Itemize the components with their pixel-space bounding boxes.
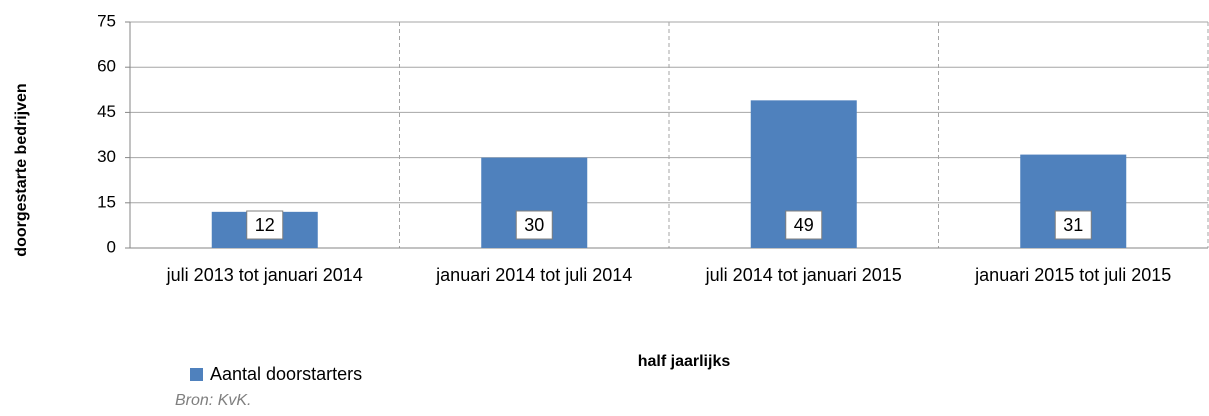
y-tick-label: 75 bbox=[97, 11, 116, 30]
legend-swatch bbox=[190, 368, 203, 381]
legend-label: Aantal doorstarters bbox=[210, 364, 362, 384]
y-tick-label: 15 bbox=[97, 192, 116, 211]
x-tick-label: juli 2014 tot januari 2015 bbox=[705, 265, 902, 285]
data-label-box bbox=[515, 210, 553, 240]
x-tick-label: juli 2013 tot januari 2014 bbox=[166, 265, 363, 285]
x-axis-title: half jaarlijks bbox=[638, 353, 731, 370]
data-label-box bbox=[1054, 210, 1092, 240]
y-axis-title: doorgestarte bedrijven bbox=[13, 83, 30, 256]
source: Bron: KvK. bbox=[175, 392, 251, 409]
data-label-box bbox=[785, 210, 823, 240]
y-tick-label: 30 bbox=[97, 147, 116, 166]
y-tick-label: 45 bbox=[97, 102, 116, 121]
data-label-box bbox=[246, 210, 284, 240]
data-label: 30 bbox=[524, 215, 544, 235]
data-label: 49 bbox=[794, 215, 814, 235]
x-tick-label: januari 2014 tot juli 2014 bbox=[436, 265, 633, 285]
data-label: 31 bbox=[1063, 215, 1083, 235]
y-tick-label: 0 bbox=[107, 237, 116, 256]
y-tick-label: 60 bbox=[97, 57, 116, 76]
x-tick-label: januari 2015 tot juli 2015 bbox=[975, 265, 1172, 285]
data-label: 12 bbox=[255, 215, 275, 235]
